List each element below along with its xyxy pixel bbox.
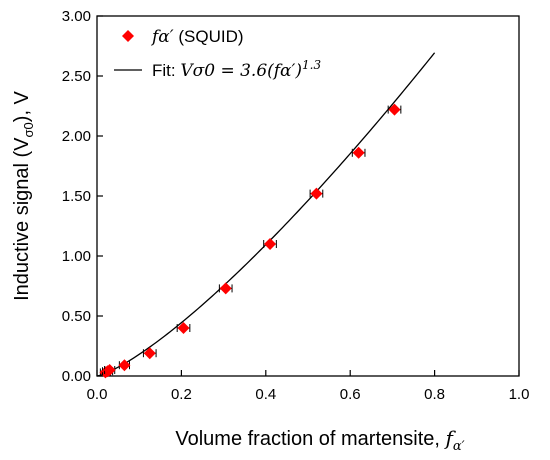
- legend-label-squid: fα′ (SQUID): [150, 27, 244, 47]
- y-tick-label: 1.00: [62, 248, 91, 265]
- legend-marker-squid: [122, 30, 134, 42]
- legend-prefix-fit: Fit:: [152, 61, 180, 80]
- y-axis-title-tail: ), V: [11, 90, 33, 122]
- x-tick-label: 0.6: [340, 386, 361, 403]
- data-points: [99, 103, 402, 379]
- diamond-marker: [103, 364, 116, 376]
- data-point: [263, 238, 277, 250]
- legend-exponent-fit: 1.3: [302, 58, 321, 72]
- x-axis-title-text: Volume fraction of martensite,: [175, 428, 445, 450]
- x-axis: 0.0 0.2 0.4 0.6 0.8 1.0: [87, 370, 530, 403]
- y-tick-label: 0.00: [62, 368, 91, 385]
- fit-curve: [96, 52, 436, 377]
- x-axis-title: Volume fraction of martensite, fα′: [175, 426, 464, 454]
- y-axis: 0.00 0.50 1.00 1.50 2.00 2.50 3.00: [62, 8, 103, 385]
- diamond-marker: [143, 347, 156, 360]
- y-tick-label: 3.00: [62, 8, 91, 25]
- x-axis-title-symbol-sub: α′: [453, 439, 465, 454]
- data-point: [176, 322, 191, 334]
- legend-label-fit: Fit: Vσ0 = 3.6(fα′)1.3: [152, 58, 321, 81]
- legend-suffix-squid: (SQUID): [174, 27, 244, 46]
- x-tick-label: 0.2: [171, 386, 192, 403]
- y-tick-label: 2.50: [62, 68, 91, 85]
- y-tick-label: 1.50: [62, 188, 91, 205]
- diamond-marker: [264, 238, 277, 250]
- data-point: [387, 103, 402, 116]
- data-point: [309, 187, 324, 200]
- data-point: [118, 359, 131, 372]
- y-axis-title-text: Inductive signal (V: [11, 137, 33, 301]
- legend: fα′ (SQUID) Fit: Vσ0 = 3.6(fα′)1.3: [114, 27, 321, 81]
- y-tick-label: 2.00: [62, 128, 91, 145]
- data-point: [142, 347, 157, 360]
- diamond-marker: [219, 282, 232, 295]
- x-tick-label: 0.0: [87, 386, 108, 403]
- legend-symbol-squid: fα′: [150, 27, 174, 47]
- data-point: [218, 282, 233, 295]
- x-tick-label: 1.0: [509, 386, 530, 403]
- x-tick-label: 0.4: [255, 386, 276, 403]
- data-point: [351, 146, 366, 159]
- diamond-marker: [177, 322, 190, 334]
- diamond-marker: [388, 103, 401, 116]
- x-tick-label: 0.8: [424, 386, 445, 403]
- diamond-marker: [118, 359, 131, 372]
- y-tick-label: 0.50: [62, 308, 91, 325]
- diamond-marker: [310, 187, 323, 200]
- y-axis-title-sub: σ0: [21, 122, 36, 137]
- diamond-marker: [352, 146, 365, 159]
- data-point: [103, 364, 116, 376]
- y-axis-title: Inductive signal (Vσ0), V: [11, 90, 36, 300]
- legend-formula-fit: Vσ0 = 3.6(fα′): [180, 61, 302, 81]
